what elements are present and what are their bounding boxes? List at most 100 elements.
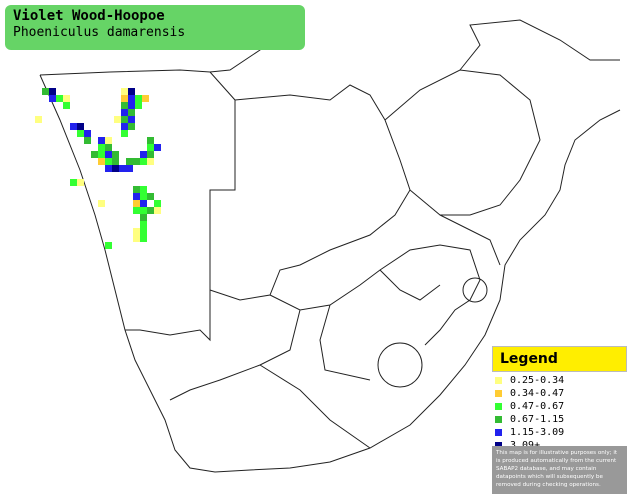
record-cell: [133, 200, 140, 207]
record-cell: [105, 158, 112, 165]
legend-item: 3.09+: [492, 439, 627, 452]
record-cell: [121, 102, 128, 109]
record-cell: [70, 123, 77, 130]
record-cell: [98, 137, 105, 144]
record-cell: [63, 95, 70, 102]
legend-label: 0.34-0.47: [510, 388, 565, 399]
record-cell: [135, 102, 142, 109]
record-cell: [147, 207, 154, 214]
record-cell: [147, 151, 154, 158]
legend-label: 0.47-0.67: [510, 401, 565, 412]
record-cell: [121, 88, 128, 95]
record-cell: [140, 186, 147, 193]
record-cell: [98, 144, 105, 151]
legend-swatch: [495, 429, 502, 436]
record-cell: [128, 95, 135, 102]
record-cell: [77, 179, 84, 186]
zimbabwe: [384, 69, 541, 216]
record-cell: [84, 130, 91, 137]
record-cell: [147, 158, 154, 165]
record-cell: [98, 200, 105, 207]
record-cell: [133, 193, 140, 200]
record-cell: [105, 165, 112, 172]
record-cell: [128, 88, 135, 95]
legend-label: 0.25-0.34: [510, 375, 565, 386]
title-box: Violet Wood-Hoopoe Phoeniculus damarensi…: [5, 5, 305, 50]
disclaimer: This map is for illustrative purposes on…: [492, 446, 627, 494]
record-cell: [56, 95, 63, 102]
record-cell: [140, 207, 147, 214]
record-cell: [119, 165, 126, 172]
record-cell: [126, 165, 133, 172]
legend-item: 0.25-0.34: [492, 374, 627, 387]
coastline: [39, 74, 621, 473]
record-cell: [84, 137, 91, 144]
record-cell: [105, 137, 112, 144]
record-cell: [140, 228, 147, 235]
record-cell: [77, 130, 84, 137]
record-cell: [49, 88, 56, 95]
records: [35, 88, 161, 249]
record-cell: [49, 95, 56, 102]
record-cell: [42, 88, 49, 95]
legend-item: 0.34-0.47: [492, 387, 627, 400]
record-cell: [112, 165, 119, 172]
record-cell: [77, 123, 84, 130]
record-cell: [133, 228, 140, 235]
record-cell: [121, 123, 128, 130]
record-cell: [128, 102, 135, 109]
record-cell: [154, 200, 161, 207]
record-cell: [133, 235, 140, 242]
record-cell: [147, 137, 154, 144]
borders: [39, 9, 621, 473]
record-cell: [140, 200, 147, 207]
record-cell: [128, 116, 135, 123]
record-cell: [140, 193, 147, 200]
record-cell: [63, 102, 70, 109]
legend-swatch: [495, 403, 502, 410]
record-cell: [121, 130, 128, 137]
record-cell: [154, 144, 161, 151]
record-cell: [133, 207, 140, 214]
legend-swatch: [495, 377, 502, 384]
record-cell: [128, 123, 135, 130]
record-cell: [147, 144, 154, 151]
record-cell: [70, 179, 77, 186]
record-cell: [142, 95, 149, 102]
record-cell: [112, 158, 119, 165]
legend-list: 0.25-0.34 0.34-0.47 0.47-0.67 0.67-1.15 1.15…: [492, 372, 627, 452]
record-cell: [98, 151, 105, 158]
mozambique: [459, 19, 620, 71]
record-cell: [133, 186, 140, 193]
record-cell: [154, 207, 161, 214]
record-cell: [98, 158, 105, 165]
legend-label: 0.67-1.15: [510, 414, 565, 425]
record-cell: [140, 235, 147, 242]
legend: Legend 0.25-0.34 0.34-0.47 0.47-0.67 0.67-1…: [492, 346, 627, 494]
record-cell: [140, 221, 147, 228]
legend-title: Legend: [492, 346, 627, 372]
scientific-name: Phoeniculus damarensis: [13, 25, 186, 40]
record-cell: [121, 109, 128, 116]
legend-swatch: [495, 390, 502, 397]
record-cell: [140, 214, 147, 221]
record-cell: [140, 151, 147, 158]
record-cell: [147, 193, 154, 200]
namibia-east: [125, 71, 236, 342]
legend-item: 1.15-3.09: [492, 426, 627, 439]
legend-swatch: [495, 442, 502, 449]
record-cell: [105, 144, 112, 151]
legend-item: 0.47-0.67: [492, 400, 627, 413]
record-cell: [114, 116, 121, 123]
record-cell: [126, 158, 133, 165]
record-cell: [135, 95, 142, 102]
legend-item: 0.67-1.15: [492, 413, 627, 426]
eswatini: [462, 277, 488, 303]
record-cell: [91, 151, 98, 158]
record-cell: [121, 116, 128, 123]
sa-north: [439, 214, 501, 266]
record-cell: [35, 116, 42, 123]
record-cell: [112, 151, 119, 158]
